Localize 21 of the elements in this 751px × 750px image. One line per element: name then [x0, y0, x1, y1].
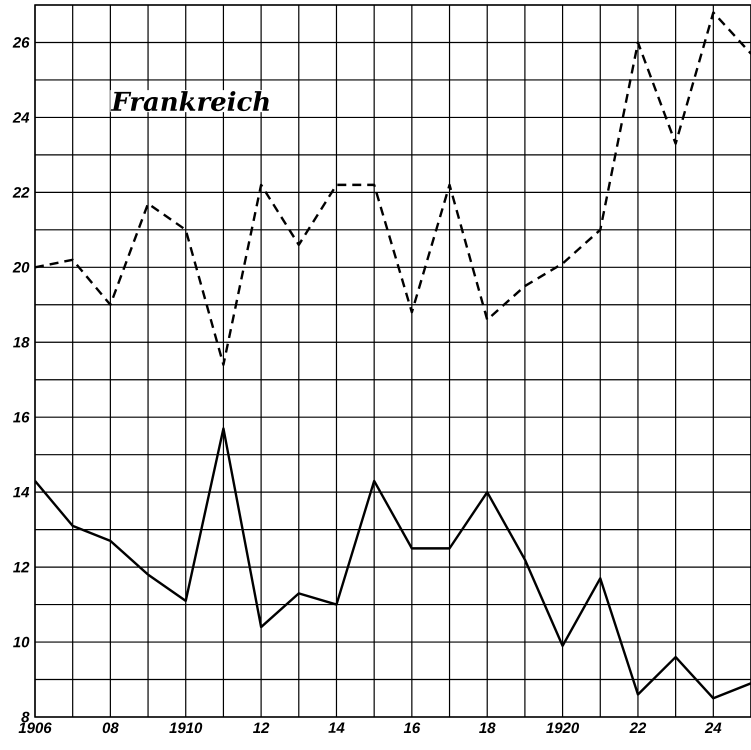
- x-tick-label: 14: [328, 722, 345, 733]
- y-tick-label: 8: [21, 712, 30, 722]
- y-tick-label: 12: [13, 562, 30, 572]
- y-tick-label: 24: [12, 112, 30, 123]
- y-tick-label: 16: [13, 412, 30, 422]
- x-tick-label: 12: [253, 722, 270, 733]
- y-tick-label: 18: [13, 336, 30, 348]
- x-tick-label: 1920: [546, 722, 580, 734]
- y-tick-label: 14: [13, 487, 30, 498]
- text: Frankreich: [110, 91, 269, 112]
- x-tick-label: 18: [479, 722, 496, 734]
- y-tick-label: 10: [13, 636, 30, 648]
- y-tick-label: 20: [12, 262, 30, 273]
- x-tick-label: 08: [102, 722, 119, 734]
- x-tick-label: 1910: [169, 722, 202, 734]
- y-tick-label: 22: [12, 187, 30, 198]
- x-tick-label: 22: [629, 722, 646, 733]
- x-tick-label: 24: [704, 722, 722, 733]
- x-tick-label: 16: [404, 722, 420, 734]
- x-tick-label: 1906: [18, 722, 52, 734]
- y-tick-label: 26: [12, 37, 30, 48]
